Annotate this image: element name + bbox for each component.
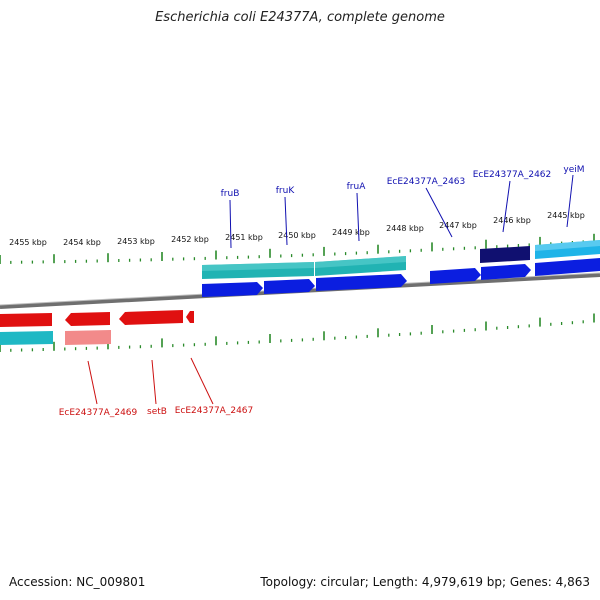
feature-dark-2462 [480,246,530,263]
scale-label-2446: 2446 kbp [493,216,531,225]
gene-arrow-reverse-left [0,313,52,327]
label-fruK: fruK [276,186,296,196]
gene-arrow-yeiM [535,258,600,276]
scale-label-2450: 2450 kbp [278,231,316,240]
forward-leaders [229,174,574,249]
label-EcE24377A-2463: EcE24377A_2463 [387,177,466,187]
reverse-inner-features [0,330,111,345]
reverse-labels: EcE24377A_2469 setB EcE24377A_2467 [59,406,254,418]
gene-arrow-2462 [481,264,531,280]
scale-label-2447: 2447 kbp [439,221,477,230]
outer-tick-row [0,233,595,264]
gene-arrow-setB [119,310,183,325]
label-yeiM: yeiM [563,165,584,175]
feature-teal-reverse-left [0,331,53,345]
genome-summary-text: Topology: circular; Length: 4,979,619 bp… [260,575,590,589]
scale-label-2448: 2448 kbp [386,224,424,233]
gene-arrow-fruB [202,282,263,297]
scale-label-2449: 2449 kbp [332,228,370,237]
label-EcE24377A-2469: EcE24377A_2469 [59,408,138,418]
scale-label-2455: 2455 kbp [9,238,47,247]
scale-label-2445: 2445 kbp [547,211,585,220]
gene-arrow-fruK [264,279,315,294]
feature-cyan-yeiM-shade [535,240,600,251]
feature-teal-fruA-shade [315,256,406,268]
feature-pink-2469 [65,330,111,345]
accession-text: Accession: NC_009801 [9,575,146,589]
gene-arrow-2467 [186,311,194,323]
forward-outer-features [202,240,600,279]
gene-arrow-2469 [65,312,110,326]
reverse-leaders [87,357,214,405]
scale-labels: 2455 kbp 2454 kbp 2453 kbp 2452 kbp 2451… [9,211,585,247]
scale-label-2452: 2452 kbp [171,235,209,244]
label-EcE24377A-2467: EcE24377A_2467 [175,406,254,416]
inner-tick-row [0,313,595,352]
forward-labels: fruB fruK fruA EcE24377A_2463 EcE24377A_… [221,165,585,199]
label-setB: setB [147,407,167,417]
scale-label-2453: 2453 kbp [117,237,155,246]
forward-genes [202,258,600,297]
label-EcE24377A-2462: EcE24377A_2462 [473,170,552,180]
map-title: Escherichia coli E24377A, complete genom… [155,10,445,25]
gene-arrow-2463 [430,268,481,284]
feature-teal-fruB-fruK-shade [202,262,314,271]
gene-arrow-fruA [316,274,407,291]
reverse-genes [0,310,194,327]
label-fruB: fruB [221,189,240,199]
scale-label-2451: 2451 kbp [225,233,263,242]
scale-label-2454: 2454 kbp [63,238,101,247]
label-fruA: fruA [347,182,367,192]
